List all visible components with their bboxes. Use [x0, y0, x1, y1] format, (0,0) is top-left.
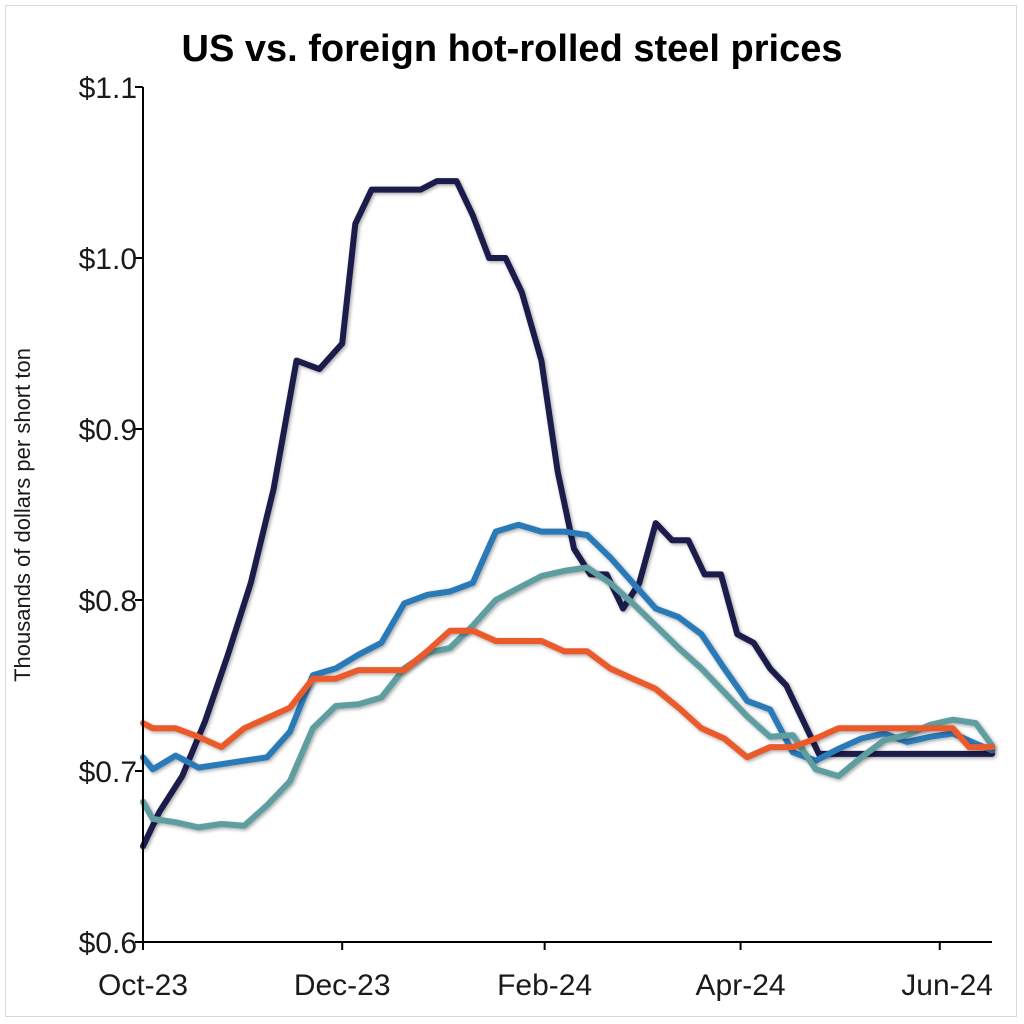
x-tick-label: Feb-24 [497, 969, 592, 1002]
series-line-2 [140, 521, 995, 773]
x-tick-label: Dec-23 [294, 969, 391, 1002]
series-layer [140, 178, 995, 850]
y-tick-label: $0.8 [79, 585, 137, 618]
series-line-3 [140, 564, 995, 831]
y-tick-label: $1.1 [79, 72, 137, 105]
x-tick-label: Apr-24 [696, 969, 786, 1002]
x-tick-label: Oct-23 [98, 969, 188, 1002]
chart-title: US vs. foreign hot-rolled steel prices [182, 28, 843, 70]
series-line-4 [140, 627, 995, 761]
x-axis-ticks: Oct-23 Dec-23 Feb-24 Apr-24 Jun-24 [98, 942, 993, 1002]
y-tick-label: $0.6 [79, 927, 137, 960]
y-axis-ticks: $0.6 $0.7 $0.8 $0.9 $1.0 $1.1 [79, 72, 143, 960]
y-tick-label: $0.9 [79, 414, 137, 447]
x-tick-label: Jun-24 [901, 969, 993, 1002]
y-tick-label: $1.0 [79, 243, 137, 276]
chart-frame [5, 5, 1017, 1017]
series-line-1 [140, 178, 995, 850]
y-axis-label: Thousands of dollars per short ton [10, 348, 35, 682]
y-tick-label: $0.7 [79, 756, 137, 789]
